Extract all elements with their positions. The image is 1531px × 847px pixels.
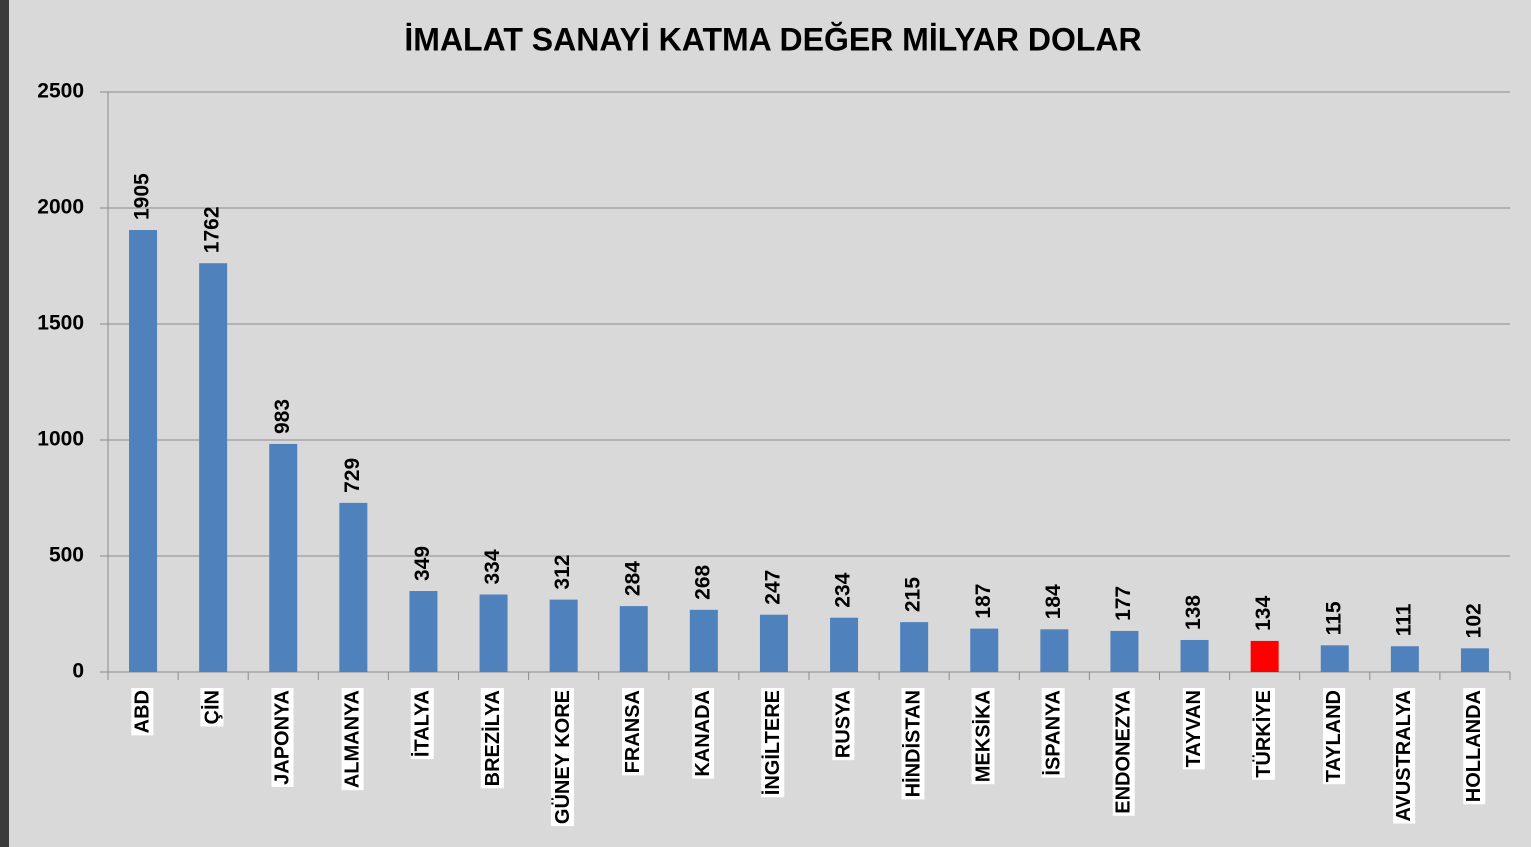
bar xyxy=(759,614,788,672)
value-label: 983 xyxy=(271,399,294,434)
value-label: 312 xyxy=(551,555,574,590)
x-tick-label: ENDONEZYA xyxy=(1113,690,1135,814)
x-tick-label: AVUSTRALYA xyxy=(1393,690,1415,822)
bar xyxy=(1460,648,1489,672)
bar xyxy=(1390,646,1419,672)
x-label-bg xyxy=(971,688,995,785)
x-tick-label: HOLLANDA xyxy=(1463,690,1485,802)
value-label: 1762 xyxy=(201,206,224,253)
x-tick-label: RUSYA xyxy=(832,690,854,758)
value-label: 134 xyxy=(1252,596,1275,631)
x-tick-label: İNGİLTERE xyxy=(761,690,784,795)
value-label: 234 xyxy=(832,572,855,607)
x-tick-label: GÜNEY KORE xyxy=(551,690,574,824)
y-tick-label: 2000 xyxy=(37,196,84,219)
x-label-bg xyxy=(131,688,154,736)
x-label-bg xyxy=(480,688,504,789)
value-label: 187 xyxy=(972,584,995,619)
value-label: 247 xyxy=(761,570,784,605)
value-label: 349 xyxy=(411,546,434,581)
x-tick-label: İTALYA xyxy=(411,690,434,757)
x-tick-label: ABD xyxy=(131,690,153,733)
y-tick-label: 500 xyxy=(49,544,84,567)
y-tick-label: 1000 xyxy=(37,428,84,451)
frame-edge xyxy=(0,0,9,847)
x-label-bg xyxy=(1323,688,1346,785)
x-label-bg xyxy=(1463,688,1486,805)
x-label-bg xyxy=(901,688,925,800)
x-tick-label: MEKSİKA xyxy=(972,690,995,782)
value-label: 177 xyxy=(1112,586,1135,621)
bar xyxy=(409,591,438,672)
x-label-bg xyxy=(1393,688,1416,824)
value-label: 115 xyxy=(1322,601,1345,635)
bar xyxy=(269,443,298,672)
bar xyxy=(549,599,578,672)
x-label-bg xyxy=(410,688,434,760)
bar xyxy=(129,230,158,673)
value-label: 1905 xyxy=(131,173,154,220)
x-label-bg xyxy=(692,688,715,779)
value-label: 284 xyxy=(621,561,644,596)
x-tick-label: HİNDİSTAN xyxy=(901,690,924,797)
bar xyxy=(619,606,648,672)
y-tick-label: 2500 xyxy=(37,80,84,103)
bar xyxy=(689,609,718,672)
x-label-bg xyxy=(1041,688,1065,778)
x-label-bg xyxy=(1112,688,1135,816)
bar xyxy=(900,622,929,672)
x-label-bg xyxy=(341,688,364,791)
bar xyxy=(479,594,508,672)
x-label-bg xyxy=(761,688,785,798)
x-tick-label: JAPONYA xyxy=(272,690,294,785)
chart-title: İMALAT SANAYİ KATMA DEĞER MİLYAR DOLAR xyxy=(404,21,1141,57)
bar xyxy=(339,502,368,672)
bar xyxy=(970,628,999,672)
x-tick-label: KANADA xyxy=(692,690,714,777)
x-tick-label: ALMANYA xyxy=(342,690,364,788)
bar xyxy=(199,263,228,672)
value-label: 138 xyxy=(1182,595,1205,630)
x-label-bg xyxy=(1182,688,1205,770)
y-tick-label: 0 xyxy=(72,660,84,683)
value-label: 102 xyxy=(1462,603,1485,638)
bar xyxy=(1040,629,1069,672)
x-label-bg xyxy=(622,688,645,776)
value-label: 268 xyxy=(691,564,714,599)
x-label-bg xyxy=(550,688,574,827)
x-tick-label: TAYVAN xyxy=(1183,690,1205,767)
x-tick-label: TÜRKİYE xyxy=(1252,690,1275,778)
x-label-bg xyxy=(200,688,224,727)
y-tick-label: 1500 xyxy=(37,312,84,335)
value-label: 215 xyxy=(902,577,925,612)
bar xyxy=(1320,645,1349,672)
x-tick-label: BREZİLYA xyxy=(481,690,504,786)
x-tick-label: FRANSA xyxy=(622,690,644,773)
value-label: 184 xyxy=(1042,584,1065,619)
value-label: 111 xyxy=(1392,603,1415,636)
x-label-bg xyxy=(271,688,294,787)
value-label: 729 xyxy=(341,458,364,493)
bar xyxy=(1250,640,1279,672)
bar xyxy=(1180,639,1209,672)
x-label-bg xyxy=(1251,688,1275,780)
x-tick-label: TAYLAND xyxy=(1323,690,1345,782)
x-tick-label: ÇİN xyxy=(200,690,223,724)
x-tick-label: İSPANYA xyxy=(1042,690,1065,776)
value-label: 334 xyxy=(481,549,504,584)
bar xyxy=(830,617,859,672)
x-label-bg xyxy=(832,688,855,761)
bar xyxy=(1110,630,1139,672)
